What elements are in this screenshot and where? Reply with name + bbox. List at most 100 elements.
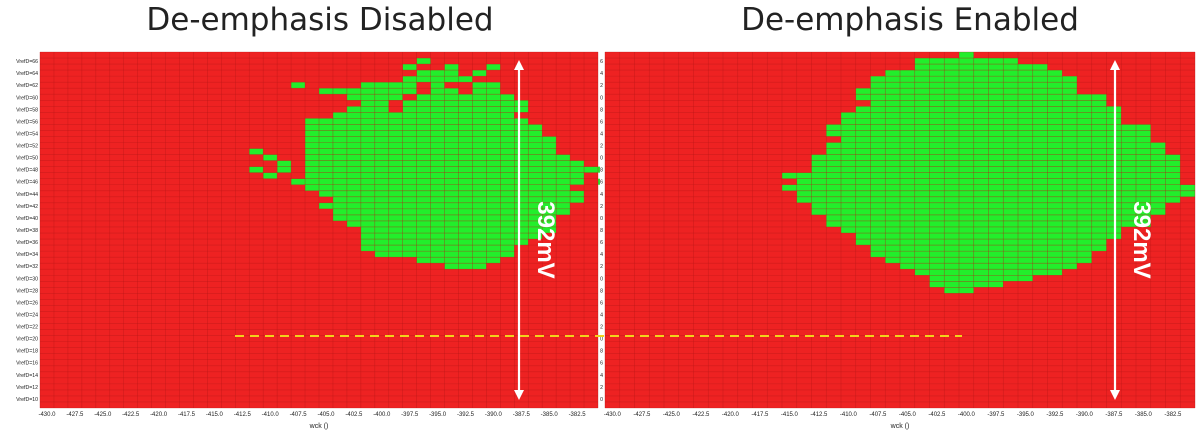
y-tick-label: VrefD=30 [600, 276, 603, 282]
x-axis-label: wck () [890, 423, 910, 430]
x-tick-label: -385.0 [1135, 412, 1153, 418]
right-eye-chart: VrefD=66 VrefD=64 VrefD=62 VrefD=60 VrefD=58… [600, 51, 1196, 430]
pass-cell [332, 112, 515, 119]
y-tick-label: VrefD=28 [16, 288, 38, 294]
x-tick-label: -410.0 [840, 412, 858, 418]
y-tick-label: VrefD=40 [600, 216, 603, 222]
y-tick-label: VrefD=52 [600, 144, 603, 150]
pass-cell [263, 154, 278, 161]
x-tick-label: -422.5 [122, 412, 140, 418]
pass-cell [826, 148, 1166, 155]
y-tick-label: VrefD=20 [16, 337, 38, 343]
x-tick-label: -427.5 [66, 412, 84, 418]
pass-cell [305, 130, 543, 137]
x-tick-label: -395.0 [1017, 412, 1035, 418]
pass-cell [811, 160, 1181, 167]
pass-cell [430, 82, 445, 89]
pass-cell [263, 172, 278, 179]
y-tick-label: VrefD=18 [16, 349, 38, 355]
pass-cell [402, 76, 473, 83]
y-tick-label: VrefD=62 [600, 83, 603, 89]
x-tick-label: -400.0 [958, 412, 976, 418]
y-tick-label: VrefD=58 [16, 107, 38, 113]
pass-cell [929, 281, 1004, 288]
pass-cell [360, 245, 515, 252]
y-tick-label: VrefD=54 [600, 131, 603, 137]
x-tick-label: -387.5 [1105, 412, 1123, 418]
x-tick-label: -412.5 [234, 412, 252, 418]
y-tick-label: VrefD=56 [16, 119, 38, 125]
pass-cell [841, 118, 1122, 125]
pass-cell [811, 166, 1181, 173]
y-tick-label: VrefD=14 [16, 373, 38, 379]
pass-cell [855, 239, 1107, 246]
voltage-annotation: 392mV [1128, 201, 1155, 278]
x-tick-label: -385.0 [541, 412, 559, 418]
x-axis-label: wck () [309, 423, 329, 430]
pass-cell [444, 263, 487, 270]
pass-cell [598, 178, 600, 185]
x-tick-label: -417.5 [178, 412, 196, 418]
pass-cell [360, 233, 543, 240]
pass-cell [416, 70, 459, 77]
y-tick-label: VrefD=42 [600, 204, 603, 210]
x-tick-label: -427.5 [633, 412, 651, 418]
x-tick-label: -420.0 [722, 412, 740, 418]
x-tick-label: -425.0 [94, 412, 112, 418]
x-tick-label: -405.0 [317, 412, 335, 418]
pass-cell [346, 220, 557, 227]
x-tick-label: -417.5 [751, 412, 769, 418]
pass-cell [444, 64, 459, 71]
y-tick-label: VrefD=14 [600, 373, 603, 379]
x-tick-label: -390.0 [1076, 412, 1094, 418]
x-tick-label: -392.5 [1046, 412, 1064, 418]
pass-cell [841, 136, 1151, 143]
pass-cell [486, 64, 501, 71]
x-tick-label: -420.0 [150, 412, 168, 418]
x-tick-label: -402.5 [345, 412, 363, 418]
right-panel-title: De-emphasis Enabled [741, 2, 1079, 38]
y-tick-label: VrefD=44 [600, 192, 603, 198]
y-tick-label: VrefD=38 [16, 228, 38, 234]
pass-cell [782, 172, 1181, 179]
pass-cell [249, 148, 264, 155]
pass-cell [870, 251, 1092, 258]
y-tick-label: VrefD=38 [600, 228, 603, 234]
x-tick-label: -407.5 [869, 412, 887, 418]
pass-cell [826, 142, 1166, 149]
y-tick-label: VrefD=58 [600, 107, 603, 113]
y-tick-label: VrefD=12 [16, 385, 38, 391]
x-tick-label: -400.0 [373, 412, 391, 418]
x-tick-label: -425.0 [663, 412, 681, 418]
pass-cell [914, 58, 1018, 65]
x-tick-label: -430.0 [38, 412, 56, 418]
x-tick-label: -395.0 [429, 412, 447, 418]
pass-cell [346, 106, 389, 113]
y-tick-label: VrefD=16 [16, 361, 38, 367]
y-tick-label: VrefD=56 [600, 119, 603, 125]
y-tick-label: VrefD=24 [600, 312, 603, 318]
pass-cell [929, 275, 1033, 282]
voltage-span-arrow [1110, 60, 1120, 400]
x-tick-label: -402.5 [928, 412, 946, 418]
x-tick-label: -382.5 [1164, 412, 1182, 418]
x-tick-label: -412.5 [810, 412, 828, 418]
x-tick-label: -410.0 [262, 412, 280, 418]
x-tick-label: -422.5 [692, 412, 710, 418]
y-tick-label: VrefD=36 [600, 240, 603, 246]
y-tick-label: VrefD=66 [16, 59, 38, 65]
pass-cell [332, 208, 571, 215]
x-tick-label: -397.5 [401, 412, 419, 418]
y-tick-label: VrefD=54 [16, 131, 38, 137]
pass-cell [305, 124, 543, 131]
pass-cell [811, 154, 1181, 161]
x-tick-label: -407.5 [290, 412, 308, 418]
y-tick-label: VrefD=28 [600, 288, 603, 294]
x-tick-label: -390.0 [485, 412, 503, 418]
y-tick-label: VrefD=46 [16, 180, 38, 186]
y-tick-label: VrefD=10 [600, 397, 603, 403]
y-tick-label: VrefD=44 [16, 192, 38, 198]
y-tick-label: VrefD=48 [600, 168, 603, 174]
y-tick-label: VrefD=16 [600, 361, 603, 367]
